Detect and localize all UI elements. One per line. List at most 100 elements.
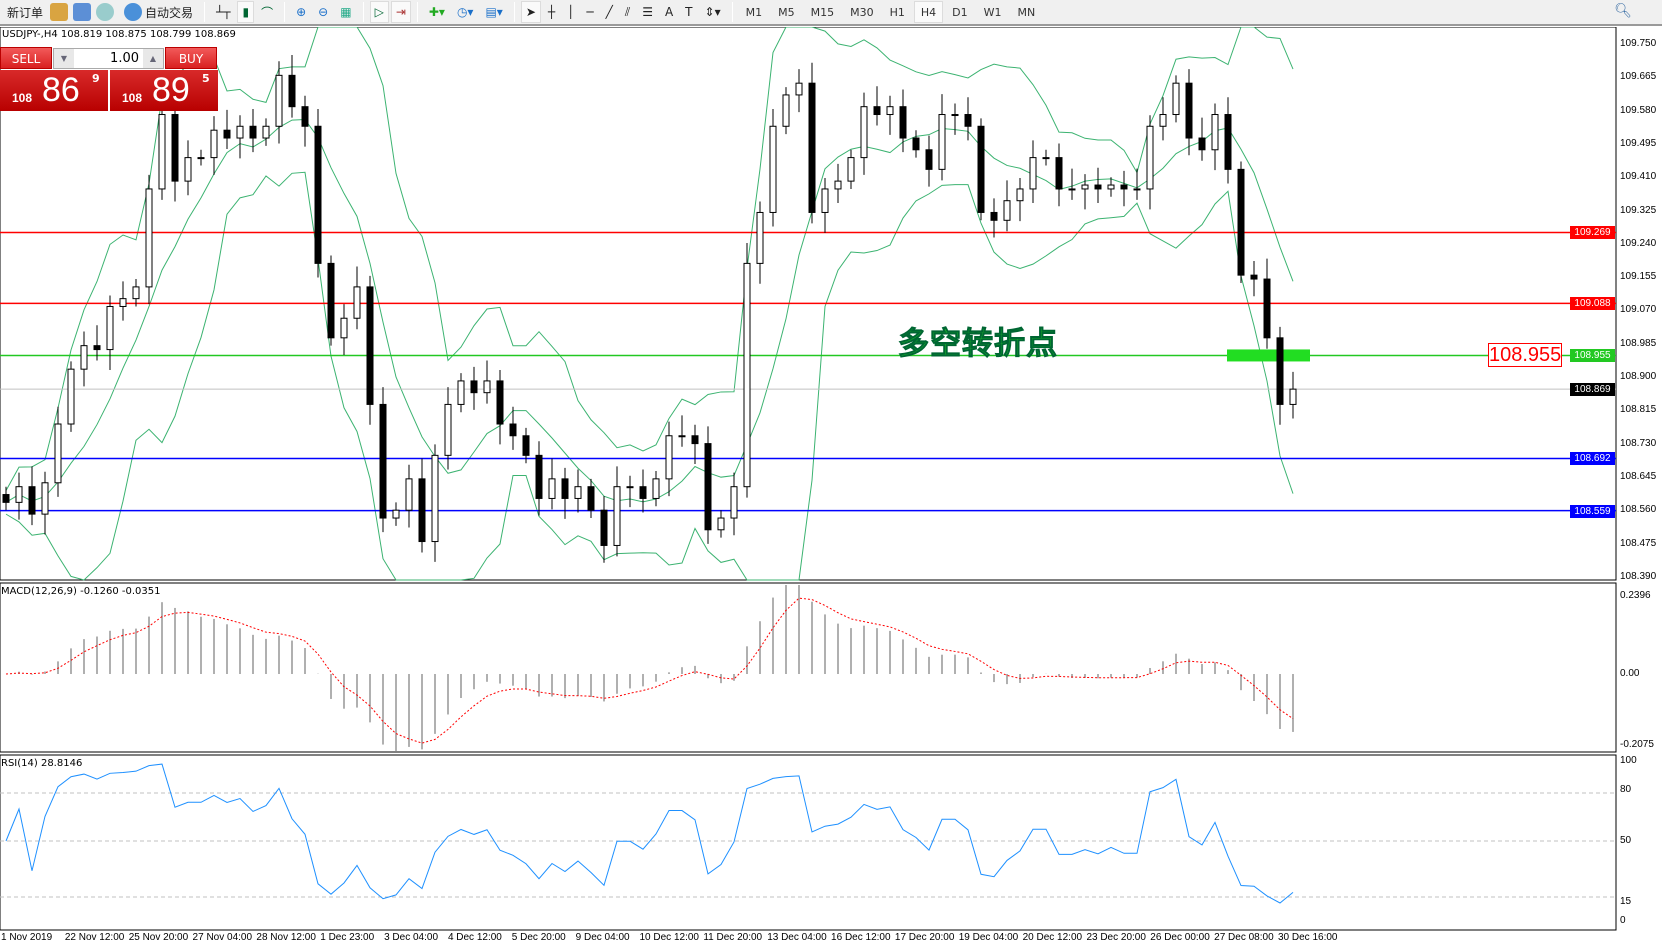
candle [730, 472, 738, 536]
crosshair-button[interactable]: ┼ [547, 5, 556, 19]
timeframe-mn[interactable]: MN [1017, 5, 1036, 19]
candle [1172, 75, 1180, 123]
level-price-label[interactable]: 108.955 [1488, 343, 1562, 367]
new-chart-button[interactable]: ✚▾ [428, 5, 445, 19]
vertical-line-button[interactable]: │ [567, 5, 575, 19]
macd-signal-line [5, 597, 1294, 744]
price-axis-label: 108.645 [1620, 470, 1657, 482]
candle-body [171, 114, 179, 182]
candlestick-button[interactable]: ▮ [237, 1, 255, 23]
time-axis-label: 30 Dec 16:00 [1278, 932, 1338, 943]
candle-body [639, 486, 647, 499]
candle-body [587, 486, 595, 511]
sell-price-fraction: 9 [92, 72, 100, 85]
periods-button[interactable]: ◷▾ [456, 5, 474, 19]
tile-windows-button[interactable]: ▦ [340, 5, 352, 19]
candle [132, 279, 140, 307]
level-price-tag: 108.869 [1570, 383, 1615, 397]
candle-body [1029, 157, 1037, 190]
candle [1237, 161, 1245, 283]
timeframe-m30[interactable]: M30 [850, 5, 874, 19]
price-axis-label: 109.665 [1620, 71, 1657, 83]
lot-increase-icon[interactable]: ▲ [143, 49, 163, 68]
auto-trading-button[interactable]: 自动交易 [119, 1, 198, 23]
horizontal-line-button[interactable]: ─ [586, 5, 594, 19]
candle-body [1107, 184, 1115, 190]
candle [964, 97, 972, 141]
signals-icon[interactable] [96, 3, 115, 21]
candle [145, 174, 153, 305]
text-label-button[interactable]: T [685, 5, 693, 19]
candle-body [1081, 184, 1089, 190]
lot-size-stepper[interactable]: ▼ 1.00 ▲ [53, 48, 164, 69]
candle [795, 69, 803, 113]
candle-body [223, 129, 231, 139]
timeframe-m15[interactable]: M15 [810, 5, 835, 19]
text-button[interactable]: A [664, 5, 674, 19]
candle [613, 466, 621, 557]
candle [912, 130, 920, 158]
candle-body [184, 157, 192, 182]
zoom-out-button[interactable]: ⊖ [318, 5, 329, 19]
buy-price-fraction: 5 [202, 72, 210, 85]
templates-button[interactable]: ▤▾ [485, 5, 503, 19]
timeframe-d1[interactable]: D1 [952, 5, 968, 19]
timeframe-w1[interactable]: W1 [983, 5, 1002, 19]
navigator-icon[interactable] [73, 3, 92, 21]
candle-body [1211, 114, 1219, 151]
market-watch-icon[interactable] [50, 3, 69, 21]
bar-chart-button[interactable]: ┴┬ [216, 5, 231, 19]
chart-shift-button[interactable]: ⇥ [390, 1, 411, 23]
lot-decrease-icon[interactable]: ▼ [54, 49, 74, 68]
autoscroll-button[interactable]: ▷ [369, 1, 389, 23]
candle-body [1016, 188, 1024, 202]
candle [314, 109, 322, 278]
arrows-button[interactable]: ⇕▾ [704, 5, 721, 19]
candle [561, 467, 569, 519]
sell-price[interactable]: 108 86 9 [0, 70, 108, 111]
candle [483, 360, 491, 404]
equidistant-channel-button[interactable]: ⫽ [624, 4, 631, 19]
toolbar: 新订单 自动交易 ┴┬ ▮ ⌒ ⊕ ⊖ ▦ ▷ ⇥ ✚▾ ◷▾ ▤▾ ➤ ┼ │… [0, 0, 1662, 26]
candle [1185, 69, 1193, 156]
timeframe-h4[interactable]: H4 [913, 1, 944, 23]
candle-body [496, 380, 504, 425]
candle [1068, 168, 1076, 200]
candle [1159, 97, 1167, 141]
lot-size-input[interactable]: 1.00 [110, 51, 139, 66]
candle-body [600, 509, 608, 546]
trendline-button[interactable]: ╱ [605, 5, 613, 19]
candle [1003, 180, 1011, 232]
new-order-button[interactable]: 新订单 [2, 1, 48, 23]
price-axis-label: 108.475 [1620, 537, 1657, 549]
buy-button[interactable]: BUY [165, 47, 217, 69]
sell-button[interactable]: SELL [0, 47, 52, 69]
candle [951, 103, 959, 135]
candle-body [1198, 137, 1206, 151]
search-icon[interactable]: 🔍︎ [1614, 3, 1632, 19]
cursor-button[interactable]: ➤ [520, 1, 541, 23]
candle-body [730, 486, 738, 519]
auto-trading-label: 自动交易 [145, 5, 194, 20]
timeframe-m1[interactable]: M1 [745, 5, 763, 19]
turning-point-annotation[interactable]: 多空转折点 [898, 326, 1058, 363]
candle-body [535, 454, 543, 499]
candle [379, 387, 387, 533]
level-price-tag: 109.088 [1570, 297, 1615, 311]
candle-body [93, 345, 101, 351]
rsi-axis-label: 80 [1620, 784, 1632, 795]
timeframe-h1[interactable]: H1 [889, 5, 905, 19]
timeframe-m5[interactable]: M5 [778, 5, 795, 19]
buy-price[interactable]: 108 89 5 [110, 70, 218, 111]
line-chart-button[interactable]: ⌒ [261, 5, 274, 20]
candle-body [574, 486, 582, 499]
chart-canvas[interactable] [0, 27, 1662, 949]
candle [93, 325, 101, 361]
time-axis-label: 22 Nov 12:00 [64, 932, 125, 943]
fibonacci-button[interactable]: ☰ [642, 5, 653, 19]
candle-body [418, 478, 426, 543]
candle [587, 478, 595, 519]
bollinger-lower [5, 171, 1294, 581]
rsi-axis-label: 15 [1620, 896, 1632, 907]
zoom-in-button[interactable]: ⊕ [296, 5, 307, 19]
